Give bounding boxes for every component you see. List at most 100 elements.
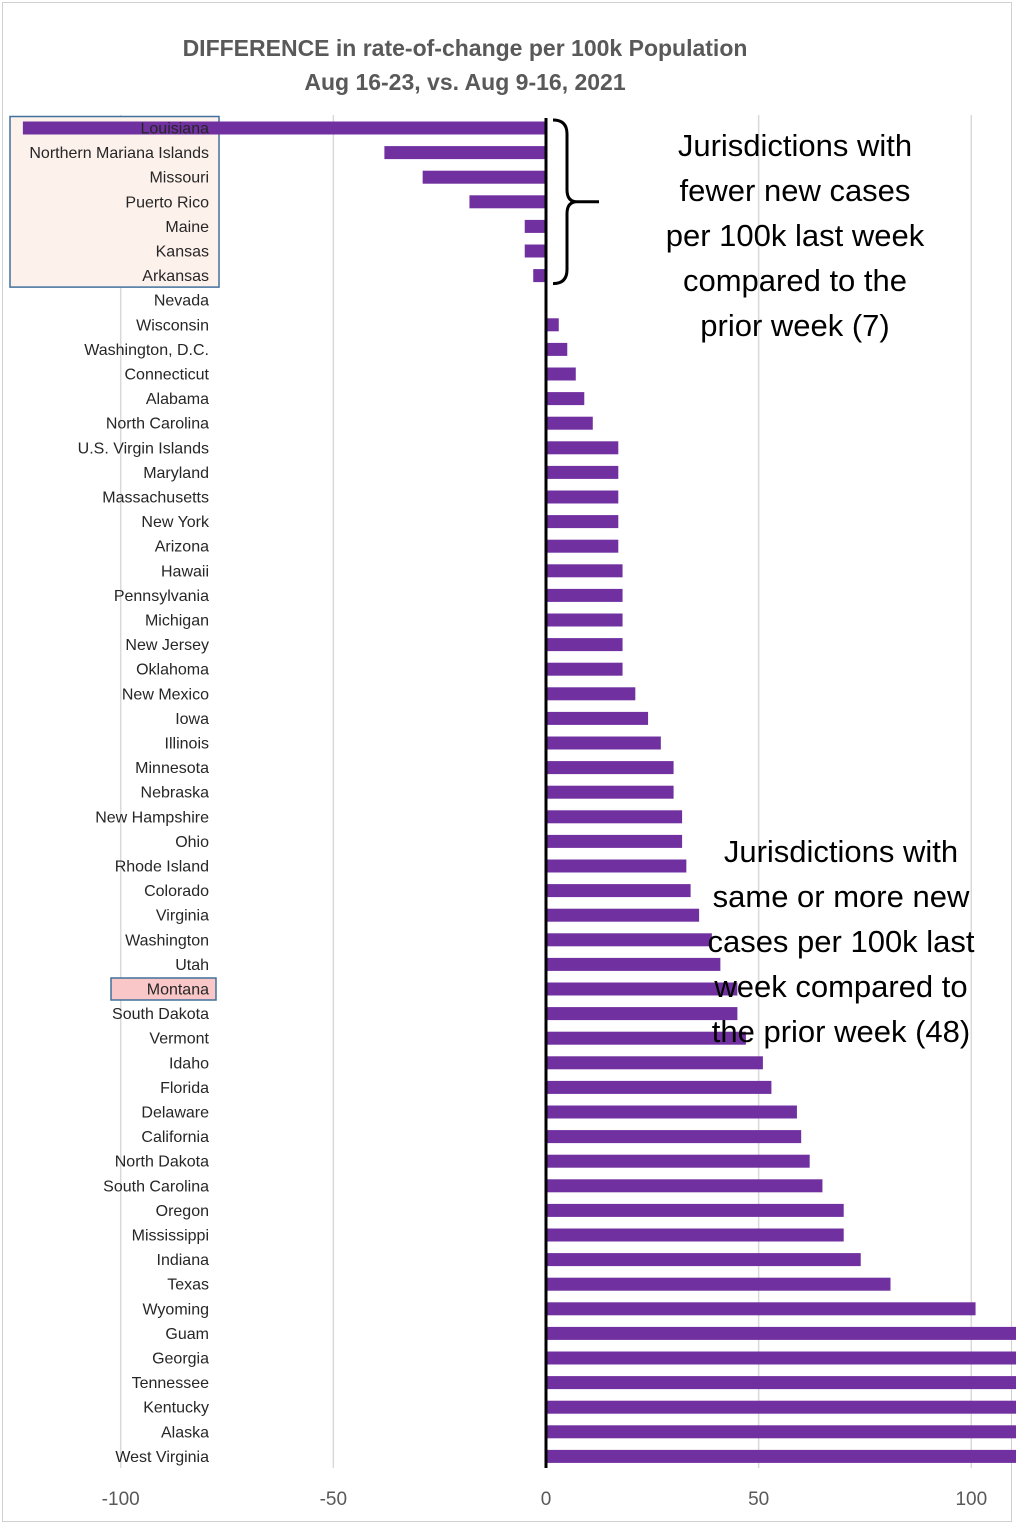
bar	[546, 1302, 976, 1316]
category-label: Tennessee	[132, 1375, 209, 1392]
category-label: Montana	[147, 982, 209, 999]
curly-brace	[552, 118, 599, 286]
annotation-line: prior week (7)	[700, 308, 890, 343]
bar	[546, 564, 623, 578]
category-label: Pennsylvania	[114, 588, 209, 605]
bar	[546, 465, 619, 479]
category-label: Massachusetts	[102, 490, 209, 507]
annotation-line: the prior week (48)	[712, 1014, 970, 1049]
bar	[546, 1425, 1016, 1439]
category-label: Louisiana	[141, 121, 210, 138]
bar	[469, 195, 546, 209]
bar	[546, 736, 661, 750]
gridlines	[119, 115, 973, 1468]
category-label: Virginia	[156, 908, 209, 925]
category-label: Michigan	[145, 613, 209, 630]
chart-title: DIFFERENCE in rate-of-change per 100k Po…	[183, 35, 748, 61]
bar	[546, 588, 623, 602]
bar	[546, 1351, 1016, 1365]
x-tick-label: 100	[955, 1489, 987, 1510]
category-label: Ohio	[175, 834, 209, 851]
bar	[546, 711, 649, 725]
category-label: Mississippi	[132, 1228, 209, 1245]
bar	[546, 1326, 1016, 1340]
bar	[546, 687, 636, 701]
category-label: West Virginia	[115, 1449, 209, 1466]
x-tick-label: -100	[102, 1489, 140, 1510]
category-label: Alabama	[146, 391, 209, 408]
bar	[546, 884, 691, 898]
category-label: Puerto Rico	[125, 194, 209, 211]
bar	[22, 121, 547, 135]
category-label: Delaware	[141, 1105, 209, 1122]
category-label: Texas	[167, 1277, 209, 1294]
category-labels: Louisiana Northern Mariana Islands Missour…	[29, 121, 210, 1466]
x-tick-labels: -150-100-50050100150200	[102, 1489, 987, 1510]
category-label: South Carolina	[103, 1178, 209, 1195]
bar	[546, 785, 674, 799]
bar	[546, 1105, 797, 1119]
category-label: Washington	[125, 932, 209, 949]
bar	[546, 859, 687, 873]
highlight-boxes	[9, 115, 220, 1001]
category-label: California	[141, 1129, 209, 1146]
category-label: Hawaii	[161, 563, 209, 580]
category-label: Kentucky	[143, 1400, 209, 1417]
category-label: New Hampshire	[95, 809, 209, 826]
category-label: New Jersey	[125, 637, 209, 654]
category-label: Indiana	[157, 1252, 210, 1269]
category-label: Wyoming	[142, 1301, 209, 1318]
category-label: Illinois	[165, 736, 209, 753]
bar	[546, 933, 712, 947]
category-label: North Dakota	[115, 1154, 209, 1171]
category-label: Guam	[165, 1326, 209, 1343]
annotation-more-cases: Jurisdictions with same or more new cases …	[707, 834, 974, 1049]
bar	[546, 490, 619, 504]
bar	[546, 908, 700, 922]
x-tick-label: 50	[748, 1489, 769, 1510]
category-label: Northern Mariana Islands	[29, 145, 209, 162]
bar	[546, 1228, 844, 1242]
category-label: Nevada	[154, 293, 209, 310]
category-label: New York	[141, 514, 210, 531]
bar	[546, 662, 623, 676]
category-label: Maine	[165, 219, 209, 236]
bar	[533, 269, 546, 283]
bar	[546, 638, 623, 652]
bar	[546, 1277, 891, 1291]
bar	[546, 1031, 746, 1045]
category-label: Missouri	[149, 170, 209, 187]
annotation-line: cases per 100k last	[707, 924, 974, 959]
bar	[546, 613, 623, 627]
annotation-line: Jurisdictions with	[724, 834, 958, 869]
annotation-fewer-cases: Jurisdictions with fewer new cases per 100…	[666, 128, 925, 343]
category-label: Arizona	[155, 539, 209, 556]
bar	[546, 810, 683, 824]
bar	[546, 1056, 763, 1070]
x-tick-label: -50	[320, 1489, 347, 1510]
category-label: Arkansas	[142, 268, 209, 285]
category-label: Nebraska	[141, 785, 210, 802]
annotation-line: week compared to	[713, 969, 967, 1004]
bar	[546, 441, 619, 455]
category-label: New Mexico	[122, 686, 209, 703]
bar	[546, 515, 619, 529]
x-tick-label: 0	[541, 1489, 552, 1510]
bar	[546, 1179, 823, 1193]
highlight-box-fewer-cases	[9, 115, 220, 288]
bar	[546, 1253, 861, 1267]
category-label: North Carolina	[106, 416, 209, 433]
category-label: Rhode Island	[115, 859, 209, 876]
category-label: Alaska	[161, 1424, 209, 1441]
category-label: Colorado	[144, 883, 209, 900]
annotation-line: fewer new cases	[680, 173, 911, 208]
chart-subtitle: Aug 16-23, vs. Aug 9-16, 2021	[304, 69, 626, 95]
bar	[546, 761, 674, 775]
bar	[384, 146, 546, 160]
bar	[546, 1080, 772, 1094]
bar	[546, 1007, 738, 1021]
bar	[546, 957, 721, 971]
bar	[546, 1400, 1016, 1414]
